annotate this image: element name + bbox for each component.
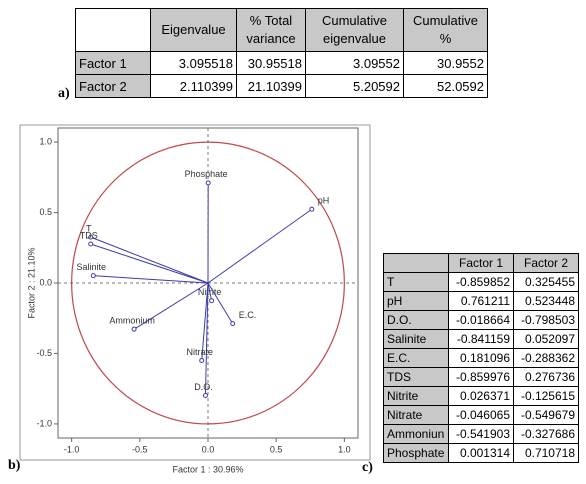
loading-point [209, 298, 215, 304]
y-tick-label: 1.0 [39, 136, 52, 146]
corner-cell [383, 253, 449, 273]
loading-point [202, 393, 208, 399]
loading-vector [90, 243, 209, 284]
row-label: D.O. [383, 310, 449, 330]
eigen-table: Eigenvalue% Total variance Cumulative eig… [75, 8, 488, 98]
x-tick-label: -1.0 [64, 444, 80, 454]
value-cell: -0.541903 [448, 424, 514, 444]
row-label: Salinite [383, 329, 449, 349]
loading-point [131, 326, 137, 332]
y-tick-label: 0.5 [39, 207, 52, 217]
value-cell: -0.046065 [448, 405, 514, 425]
point-label: TDS [80, 230, 98, 240]
loading-point [88, 234, 94, 240]
point-label: pH [318, 196, 330, 206]
header-cell: Cumulative eigenvalue [305, 8, 404, 52]
x-tick-label: 0.0 [202, 444, 215, 454]
value-cell: -0.859852 [448, 272, 514, 292]
point-label: T [86, 224, 92, 234]
value-cell: -0.288362 [513, 348, 579, 368]
loading-vector [93, 275, 209, 284]
value-cell: -0.798503 [513, 310, 579, 330]
loading-point [230, 321, 236, 327]
header-cell: Factor 2 [513, 253, 579, 273]
panel-label: c) [362, 460, 373, 475]
value-cell: 0.181096 [448, 348, 514, 368]
loading-point [309, 206, 315, 212]
value-cell: -0.018664 [448, 310, 514, 330]
x-tick-label: 1.0 [338, 444, 351, 454]
value-cell: -0.841159 [448, 329, 514, 349]
value-cell: -0.549679 [513, 405, 579, 425]
panel-label: a) [58, 86, 70, 101]
loading-vector [207, 208, 313, 284]
loading-vector [90, 236, 209, 284]
header-cell: Cumulative % [403, 8, 488, 52]
loading-vector [207, 282, 234, 324]
point-label: Ammonium [109, 316, 155, 326]
value-cell: 0.026371 [448, 386, 514, 406]
value-cell: -0.125615 [513, 386, 579, 406]
value-cell: 30.95518 [236, 51, 306, 75]
loading-vector [207, 282, 213, 301]
value-cell: 0.523448 [513, 291, 579, 311]
loading-point [88, 241, 94, 247]
point-label: D.O. [194, 382, 213, 392]
header-cell: Factor 1 [448, 253, 514, 273]
x-tick-label: 0.5 [270, 444, 283, 454]
loading-vector [201, 282, 209, 361]
header-cell: % Total variance [236, 8, 306, 52]
loading-vector [133, 282, 209, 330]
panel-label: b) [8, 458, 21, 473]
row-label: T [383, 272, 449, 292]
value-cell: 2.110399 [150, 74, 237, 98]
y-tick-label: -1.0 [36, 418, 52, 428]
value-cell: 52.0592 [403, 74, 488, 98]
value-cell: 5.20592 [305, 74, 404, 98]
row-label: Nitrate [383, 405, 449, 425]
row-label: Factor 1 [75, 51, 151, 75]
y-tick-label: 0.0 [39, 277, 52, 287]
point-label: Salinite [77, 262, 107, 272]
value-cell: 0.052097 [513, 329, 579, 349]
point-label: Phosphate [185, 169, 228, 179]
row-label: Factor 2 [75, 74, 151, 98]
unit-circle [71, 141, 345, 425]
loadings-table: Factor 1 Factor 2 T -0.859852 0.325455 pH 0.7… [383, 253, 579, 463]
value-cell: 0.710718 [513, 443, 579, 463]
x-axis-label: Factor 1 : 30.96% [172, 464, 243, 474]
value-cell: 0.276736 [513, 367, 579, 387]
value-cell: 30.9552 [403, 51, 488, 75]
value-cell: 0.325455 [513, 272, 579, 292]
value-cell: 0.001314 [448, 443, 514, 463]
value-cell: 3.095518 [150, 51, 237, 75]
loading-point [90, 273, 96, 279]
loading-vector [204, 282, 209, 396]
row-label: Ammoniun [383, 424, 449, 444]
loading-point [205, 180, 211, 186]
point-label: E.C. [239, 310, 257, 320]
point-label: Nitrate [186, 347, 213, 357]
value-cell: -0.327686 [513, 424, 579, 444]
row-label: TDS [383, 367, 449, 387]
chart-frame [19, 124, 371, 461]
value-cell: -0.859976 [448, 367, 514, 387]
value-cell: 21.10399 [236, 74, 306, 98]
corner-cell [75, 8, 151, 52]
x-tick-label: -0.5 [132, 444, 148, 454]
row-label: Nitrite [383, 386, 449, 406]
loading-point [199, 357, 205, 363]
point-label: Nitrite [198, 287, 222, 297]
row-label: pH [383, 291, 449, 311]
row-label: E.C. [383, 348, 449, 368]
header-cell: Eigenvalue [150, 8, 237, 52]
value-cell: 0.761211 [448, 291, 514, 311]
row-label: Phosphate [383, 443, 449, 463]
y-tick-label: -0.5 [36, 348, 52, 358]
value-cell: 3.09552 [305, 51, 404, 75]
y-axis-label: Factor 2 : 21.10% [26, 247, 36, 318]
